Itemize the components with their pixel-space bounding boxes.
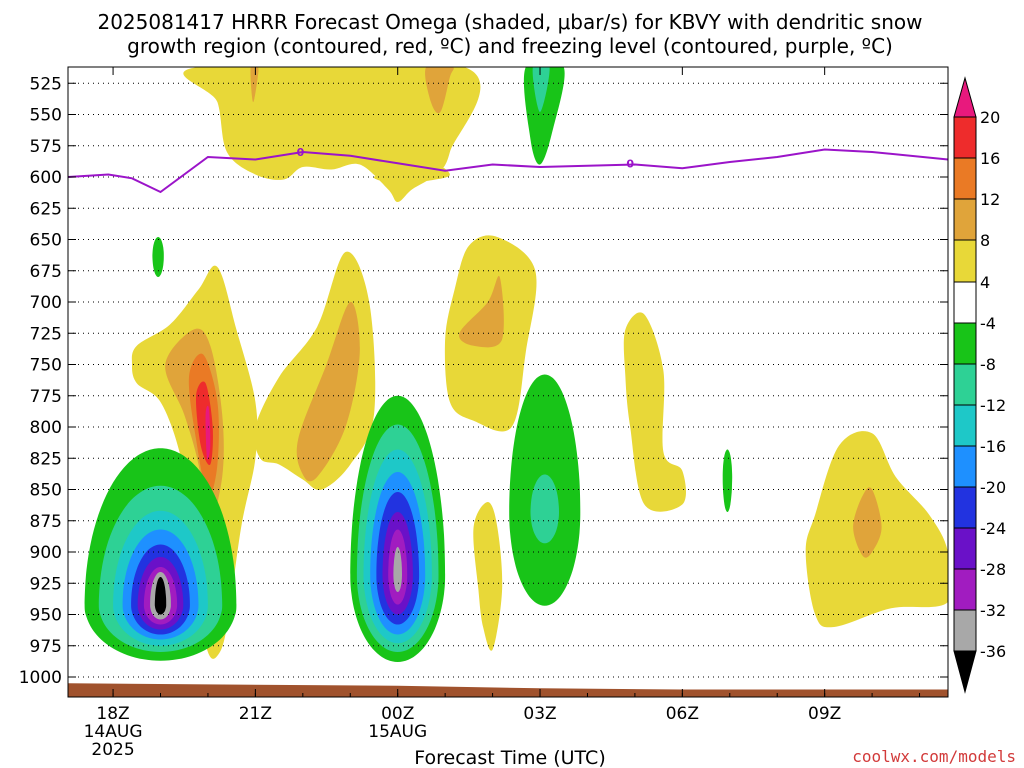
colorbar-label-7: -12	[980, 396, 1006, 415]
colorbar-label-3: 8	[980, 231, 990, 250]
y-tick-label-600: 600	[30, 168, 62, 188]
colorbar-swatch-m32_m28	[953, 568, 977, 611]
x-tick-date-00Z: 15AUG	[368, 722, 427, 742]
omega-shading	[84, 67, 948, 662]
colorbar-label-8: -16	[980, 437, 1006, 456]
x-tick-year-18Z: 2025	[91, 740, 134, 760]
x-tick-date-18Z: 14AUG	[84, 722, 143, 742]
y-tick-label-950: 950	[30, 606, 62, 626]
colorbar-swatch-4_8	[953, 239, 977, 283]
omega-region-5	[532, 67, 550, 112]
rising-region-12	[473, 502, 503, 651]
ground-terrain	[68, 683, 948, 697]
ground-strip	[68, 683, 948, 697]
y-tick-label-775: 775	[30, 387, 62, 407]
sinking-cell-0-layer-8	[154, 577, 167, 615]
sinking-cell-3-layer-0	[722, 449, 733, 512]
credit-text: coolwx.com/models	[852, 747, 1016, 766]
colorbar-swatch-m28_m24	[953, 527, 977, 570]
x-tick-label-03Z: 03Z	[523, 704, 556, 724]
colorbar-swatch-16_20	[953, 116, 977, 159]
y-tick-label-900: 900	[30, 543, 62, 563]
rising-region-4	[205, 405, 211, 460]
rising-region-11	[853, 487, 882, 558]
y-tick-label-850: 850	[30, 481, 62, 501]
colorbar: 20 16 12 8 4 -4 -8 -12 -16 -20 -24 -28 -32 -36	[953, 76, 1006, 694]
y-tick-label-825: 825	[30, 449, 62, 469]
colorbar-label-12: -32	[980, 601, 1006, 620]
colorbar-label-2: 12	[980, 190, 1000, 209]
x-axis-title: Forecast Time (UTC)	[414, 747, 605, 768]
colorbar-swatch-m8_m4	[953, 322, 977, 365]
y-tick-label-875: 875	[30, 512, 62, 532]
x-tick-label-21Z: 21Z	[239, 704, 272, 724]
colorbar-swatch-gt20	[953, 76, 977, 118]
colorbar-label-4: 4	[980, 273, 990, 292]
omega-region-2	[250, 67, 259, 103]
y-tick-label-625: 625	[30, 199, 62, 219]
colorbar-swatch-12_16	[953, 157, 977, 200]
colorbar-swatch-neutral	[953, 281, 977, 324]
x-tick-label-06Z: 06Z	[666, 704, 699, 724]
sinking-cell-1-layer-7	[393, 547, 402, 592]
rising-region-9	[623, 312, 686, 512]
colorbar-swatch-8_12	[953, 198, 977, 241]
omega-region-4	[523, 67, 565, 165]
plot-frame	[67, 66, 949, 698]
y-tick-label-975: 975	[30, 637, 62, 657]
freezing-level-contour: 00	[67, 146, 949, 194]
colorbar-label-1: 16	[980, 149, 1000, 168]
colorbar-swatch-m16_m12	[953, 404, 977, 447]
colorbar-label-5: -4	[980, 314, 996, 333]
y-tick-label-675: 675	[30, 262, 62, 282]
y-tick-label-750: 750	[30, 356, 62, 376]
colorbar-label-10: -24	[980, 519, 1006, 538]
y-tick-label-700: 700	[30, 293, 62, 313]
colorbar-label-9: -20	[980, 478, 1006, 497]
sinking-cell-2-layer-1	[530, 474, 559, 544]
colorbar-swatch-m24_m20	[953, 486, 977, 529]
sinking-cell-4-layer-0	[152, 237, 164, 277]
colorbar-swatch-m36_m32	[953, 609, 977, 652]
colorbar-label-6: -8	[980, 355, 996, 374]
y-tick-label-525: 525	[30, 74, 62, 94]
y-tick-label-725: 725	[30, 324, 62, 344]
colorbar-label-11: -28	[980, 560, 1006, 579]
y-axis: 525 550 575 600 625 650 675 700 725 750 775 800 825 8…	[19, 74, 948, 688]
y-tick-label-1000: 1000	[19, 668, 62, 688]
x-tick-label-00Z: 00Z	[381, 704, 414, 724]
y-tick-label-575: 575	[30, 137, 62, 157]
chart-title-line1: 2025081417 HRRR Forecast Omega (shaded, …	[97, 10, 922, 34]
colorbar-label-13: -36	[980, 642, 1006, 661]
colorbar-swatch-m12_m8	[953, 363, 977, 406]
freezing-level-line	[67, 148, 949, 194]
y-tick-label-800: 800	[30, 418, 62, 438]
x-tick-label-09Z: 09Z	[808, 704, 841, 724]
freezing-level-label-0: 0	[297, 146, 305, 159]
freezing-level-label-1: 0	[626, 157, 634, 170]
chart-title-line2: growth region (contoured, red, ºC) and f…	[127, 34, 893, 58]
y-tick-label-550: 550	[30, 106, 62, 126]
y-tick-label-925: 925	[30, 574, 62, 594]
omega-region-3	[425, 67, 454, 114]
y-tick-label-650: 650	[30, 231, 62, 251]
rising-region-6	[296, 301, 360, 482]
rising-region-8	[459, 275, 504, 348]
plot-border	[67, 66, 949, 698]
x-tick-label-18Z: 18Z	[96, 704, 129, 724]
colorbar-swatch-m20_m16	[953, 445, 977, 488]
grid-lines	[68, 82, 948, 678]
colorbar-swatch-lt_m36	[953, 650, 977, 694]
colorbar-label-0: 20	[980, 108, 1000, 127]
